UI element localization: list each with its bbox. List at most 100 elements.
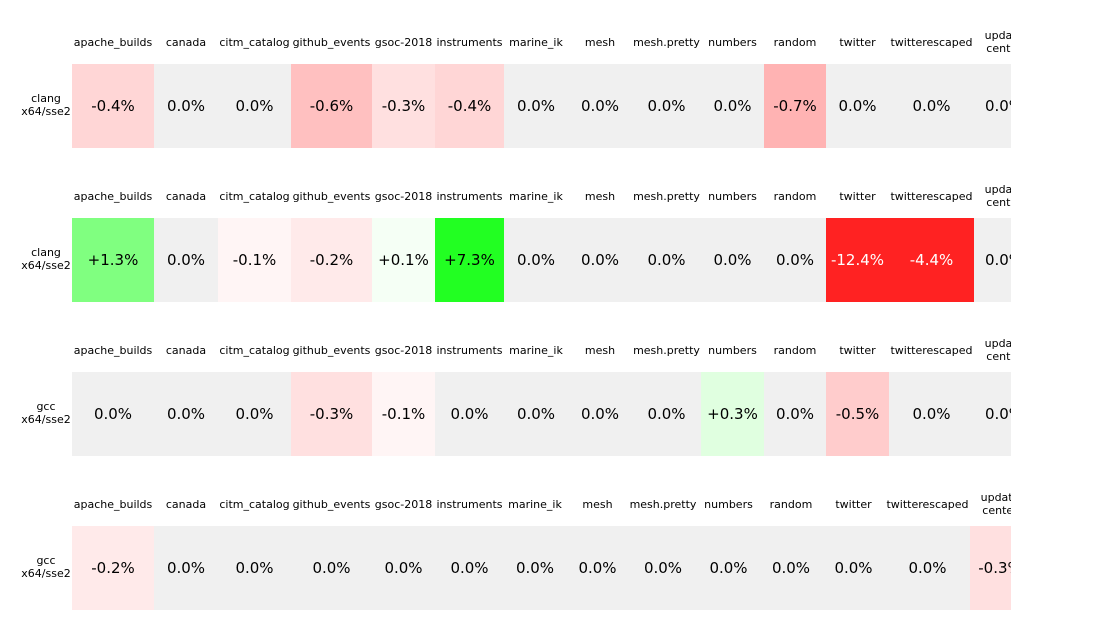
- column-header: github_events: [292, 189, 371, 203]
- value-cell: 0.0%: [291, 526, 372, 610]
- value-cell: 0.0%: [566, 526, 629, 610]
- column-header: canada: [165, 343, 207, 357]
- value-cell: 0.0%: [568, 372, 632, 456]
- value-cell: 0.0%: [885, 526, 970, 610]
- value-cell: -0.2%: [72, 526, 154, 610]
- column-header: github_events: [292, 343, 371, 357]
- value-cell: -0.4%: [435, 64, 504, 148]
- column-header: twitter: [835, 497, 872, 511]
- column-header: marine_ik: [509, 35, 563, 49]
- value-cell: 0.0%: [974, 64, 1011, 148]
- value-cell: 0.0%: [697, 526, 760, 610]
- value-cell: 0.0%: [629, 526, 697, 610]
- value-cell: 0.0%: [822, 526, 885, 610]
- value-cell: 0.0%: [218, 372, 291, 456]
- panel-body: apache_builds 0.0% canada 0.0% citm_catalog 0…: [72, 308, 1011, 462]
- column-header: twitterescaped: [886, 497, 969, 511]
- value-cell: 0.0%: [218, 526, 291, 610]
- column-header: random: [773, 343, 817, 357]
- value-cell: +0.3%: [701, 372, 764, 456]
- value-cell: 0.0%: [154, 64, 218, 148]
- column-header: canada: [165, 35, 207, 49]
- value-cell: 0.0%: [154, 372, 218, 456]
- column-header: marine_ik: [509, 343, 563, 357]
- column-header: twitterescaped: [890, 343, 973, 357]
- value-cell: 0.0%: [764, 372, 826, 456]
- value-cell: 0.0%: [568, 64, 632, 148]
- column-header: numbers: [708, 189, 757, 203]
- column-header: gsoc-2018: [374, 343, 433, 357]
- row-label: gcc x64/sse2: [21, 400, 71, 426]
- value-cell: 0.0%: [826, 64, 889, 148]
- column-header: mesh.pretty: [629, 497, 697, 511]
- column-header: update center: [980, 491, 1011, 517]
- column-header: twitterescaped: [890, 35, 973, 49]
- column-header: twitter: [839, 35, 876, 49]
- row-label: gcc x64/sse2: [21, 554, 71, 580]
- column-header: update center: [984, 183, 1011, 209]
- value-cell: 0.0%: [632, 218, 701, 302]
- value-cell: 0.0%: [889, 372, 974, 456]
- value-cell: 0.0%: [372, 526, 435, 610]
- value-cell: 0.0%: [504, 64, 568, 148]
- value-cell: -0.7%: [764, 64, 826, 148]
- row-label: clang x64/sse2: [21, 246, 71, 272]
- column-header: numbers: [708, 343, 757, 357]
- column-header: gsoc-2018: [374, 497, 433, 511]
- column-header: gsoc-2018: [374, 189, 433, 203]
- value-cell: -4.4%: [889, 218, 974, 302]
- column-header: mesh.pretty: [633, 189, 700, 203]
- value-cell: 0.0%: [568, 218, 632, 302]
- column-header: twitterescaped: [890, 189, 973, 203]
- column-header: citm_catalog: [219, 497, 290, 511]
- column-header: update center: [984, 29, 1011, 55]
- column-header: instruments: [436, 35, 503, 49]
- column-header: mesh.pretty: [633, 35, 700, 49]
- column-header: instruments: [436, 189, 503, 203]
- column-header: numbers: [708, 35, 757, 49]
- column-header: random: [769, 497, 813, 511]
- value-cell: +7.3%: [435, 218, 504, 302]
- table-panel: clang x64/sse2 apache_builds +1.3% canada 0.…: [0, 154, 1100, 308]
- value-cell: +0.1%: [372, 218, 435, 302]
- value-cell: 0.0%: [701, 64, 764, 148]
- column-header: twitter: [839, 189, 876, 203]
- value-cell: 0.0%: [504, 218, 568, 302]
- column-header: numbers: [704, 497, 753, 511]
- column-header: update center: [984, 337, 1011, 363]
- value-cell: 0.0%: [435, 526, 504, 610]
- column-header: random: [773, 35, 817, 49]
- value-cell: 0.0%: [974, 218, 1011, 302]
- column-header: github_events: [292, 497, 371, 511]
- column-header: citm_catalog: [219, 343, 290, 357]
- value-cell: 0.0%: [974, 372, 1011, 456]
- value-cell: 0.0%: [72, 372, 154, 456]
- value-cell: -0.2%: [291, 218, 372, 302]
- column-header: mesh: [584, 189, 616, 203]
- column-header: instruments: [436, 497, 503, 511]
- column-header: canada: [165, 497, 207, 511]
- value-cell: 0.0%: [764, 218, 826, 302]
- column-header: apache_builds: [73, 189, 153, 203]
- column-header: mesh: [584, 343, 616, 357]
- value-cell: 0.0%: [889, 64, 974, 148]
- table-panel: gcc x64/sse2 apache_builds -0.2% canada 0.0%…: [0, 462, 1100, 616]
- column-header: canada: [165, 189, 207, 203]
- table-panel: clang x64/sse2 apache_builds -0.4% canada 0.…: [0, 0, 1100, 154]
- value-cell: 0.0%: [632, 64, 701, 148]
- panel-body: apache_builds -0.4% canada 0.0% citm_catalog…: [72, 0, 1011, 154]
- column-header: github_events: [292, 35, 371, 49]
- row-label: clang x64/sse2: [21, 92, 71, 118]
- column-header: marine_ik: [509, 189, 563, 203]
- value-cell: -0.4%: [72, 64, 154, 148]
- value-cell: -0.1%: [218, 218, 291, 302]
- column-header: mesh.pretty: [633, 343, 700, 357]
- value-cell: -0.3%: [970, 526, 1011, 610]
- column-header: apache_builds: [73, 35, 153, 49]
- column-header: marine_ik: [508, 497, 562, 511]
- value-cell: -0.1%: [372, 372, 435, 456]
- value-cell: -0.6%: [291, 64, 372, 148]
- column-header: instruments: [436, 343, 503, 357]
- value-cell: 0.0%: [154, 526, 218, 610]
- value-cell: 0.0%: [154, 218, 218, 302]
